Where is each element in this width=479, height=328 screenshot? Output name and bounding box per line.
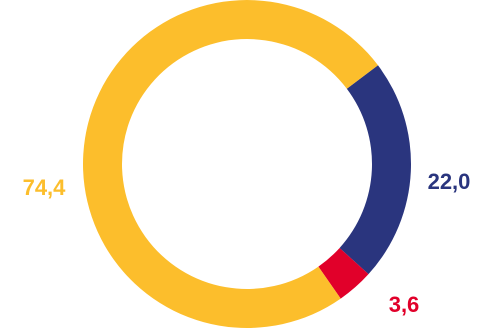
donut-slices xyxy=(83,0,411,328)
slice-labels: 22,0 3,6 74,4 xyxy=(23,169,471,317)
donut-slice-1 xyxy=(318,247,369,299)
slice-label-2: 74,4 xyxy=(23,175,67,200)
slice-label-0: 22,0 xyxy=(428,169,471,194)
slice-label-1: 3,6 xyxy=(389,292,420,317)
donut-slice-0 xyxy=(339,65,411,275)
